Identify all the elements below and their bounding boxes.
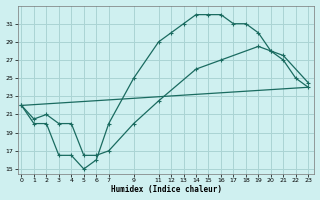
X-axis label: Humidex (Indice chaleur): Humidex (Indice chaleur) (111, 185, 221, 194)
